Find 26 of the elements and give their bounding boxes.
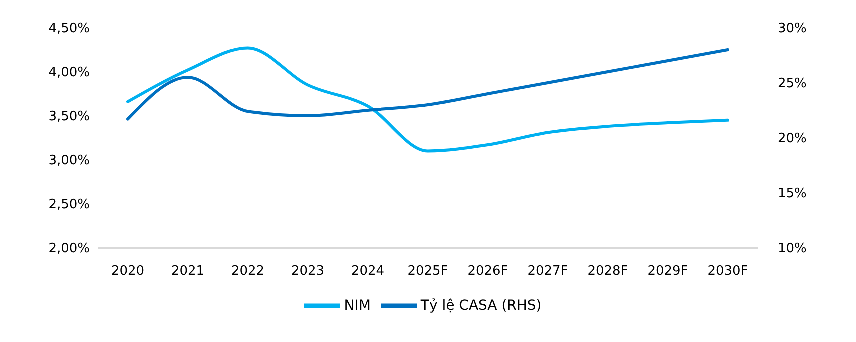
x-tick-label: 2026F	[468, 264, 508, 280]
y-tick-label: 4,00%	[48, 66, 90, 81]
y2-tick-label: 20%	[778, 132, 807, 147]
y-tick-label: 2,00%	[48, 242, 90, 257]
x-tick-label: 2028F	[588, 264, 628, 280]
line-series	[126, 46, 730, 153]
y-tick-label: 3,00%	[48, 154, 90, 169]
x-tick-label: 2021	[171, 264, 205, 280]
y2-tick-label: 30%	[778, 22, 807, 37]
y2-tick-label: 15%	[778, 186, 807, 202]
x-tick-label: 2025F	[408, 264, 448, 280]
y-tick-label: 4,50%	[48, 22, 90, 37]
legend-label: NIM	[344, 298, 371, 314]
x-tick-label: 2023	[291, 264, 325, 280]
x-tick-label: 2024	[351, 264, 385, 280]
legend-label: Tỷ lệ CASA (RHS)	[420, 298, 542, 314]
x-tick-label: 2030F	[708, 264, 748, 280]
x-tick-label: 2020	[111, 264, 145, 280]
line-series	[126, 48, 730, 121]
x-tick-label: 2029F	[648, 264, 688, 280]
y-tick-label: 3,50%	[48, 110, 90, 125]
x-tick-label: 2027F	[528, 264, 568, 280]
y-tick-label: 2,50%	[48, 198, 90, 213]
y2-tick-label: 25%	[778, 76, 807, 92]
y2-tick-label: 10%	[778, 242, 807, 257]
x-tick-label: 2022	[231, 264, 265, 280]
